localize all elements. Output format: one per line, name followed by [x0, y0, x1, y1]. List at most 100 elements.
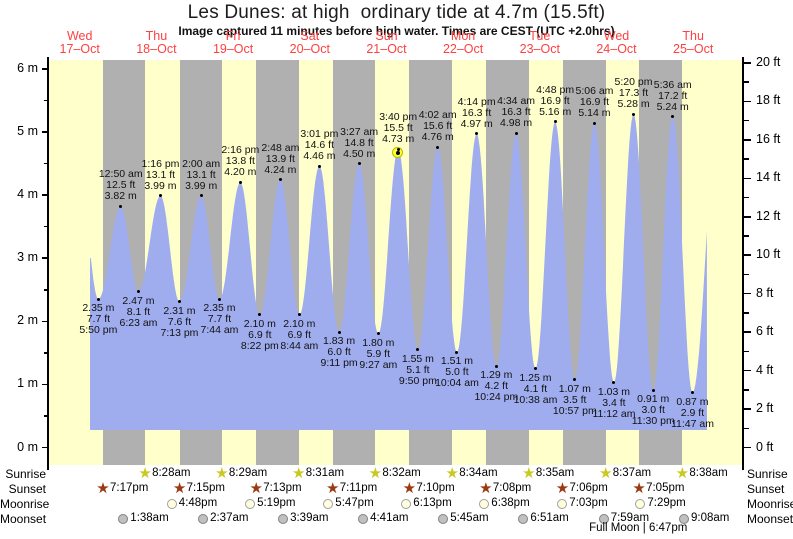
tide-event-dot: [533, 367, 537, 371]
moonset-icon: [518, 514, 529, 524]
tide-event-label: 5:36 am 17.2 ft 5.24 m: [653, 78, 692, 113]
tide-event-dot: [238, 180, 242, 184]
sunrise-icon: ★: [215, 464, 229, 482]
tide-event-label: 4:02 am 15.6 ft 4.76 m: [418, 109, 457, 144]
sunrise-icon: ★: [368, 464, 383, 482]
sunrise-time: 8:29am: [228, 467, 268, 479]
tide-event-dot: [317, 164, 321, 168]
sunrise-time: 8:32am: [382, 467, 421, 479]
full-moon-label: Full Moon | 6:47pm: [589, 522, 688, 534]
tide-event-dot: [96, 297, 100, 301]
moonset-icon: [358, 514, 369, 524]
tide-event-dot: [297, 313, 301, 317]
tide-curve: [90, 114, 707, 431]
sunset-icon: ★: [249, 479, 263, 497]
tide-event-label: 12:50 am 12.5 ft 3.82 m: [98, 168, 143, 203]
moonrise-icon: [635, 499, 646, 509]
day-label: Mon 22–Oct: [442, 29, 484, 56]
moonrise-time: 5:19pm: [257, 497, 296, 509]
tide-event-label: 2:00 am 13.1 ft 3.99 m: [182, 157, 221, 192]
sunrise-time: 8:34am: [459, 467, 498, 479]
tide-plot: 2.35 m 7.7 ft 5:50 pm 12:50 am 12.5 ft 3.82 m…: [49, 60, 742, 465]
sunrise-time: 8:37am: [612, 467, 652, 479]
tide-event-label: 3:27 am 14.8 ft 4.50 m: [340, 125, 379, 160]
sunset-time: 7:08pm: [492, 482, 532, 494]
tide-event-label: 3:40 pm 15.5 ft 4.73 m: [379, 111, 418, 146]
tide-event-label: 1.25 m 4.1 ft 10:38 am: [513, 371, 558, 406]
tide-event-label: 2.10 m 6.9 ft 8:22 pm: [240, 317, 279, 352]
day-label: Fri 19–Oct: [212, 29, 254, 56]
tide-event-label: 4:48 pm 16.9 ft 5.16 m: [536, 83, 575, 118]
tide-event-label: 1.83 m 6.0 ft 9:11 pm: [320, 335, 358, 370]
sunset-row-label: Sunset: [747, 482, 785, 496]
sunset-icon: ★: [402, 479, 417, 497]
day-label: Sat 20–Oct: [289, 29, 330, 56]
tide-event-dot: [337, 330, 341, 334]
sunset-icon: ★: [555, 479, 570, 497]
sunrise-row-label: Sunrise: [747, 467, 788, 481]
day-labels-row: Wed 17–Oct Thu 18–Oct Fri 19–Oct Sat 20–Oct Sun 2…: [0, 0, 793, 60]
tide-area-svg: [90, 114, 707, 431]
moonrise-time: 6:13pm: [413, 497, 452, 509]
tide-event-dot: [436, 145, 440, 149]
tide-event-label: 1.51 m 5.0 ft 10:04 am: [435, 355, 479, 390]
moonrise-icon: [557, 499, 568, 509]
tide-event-dot: [199, 194, 203, 198]
tide-event-label: 2.47 m 8.1 ft 6:23 am: [119, 294, 158, 329]
tide-event-dot: [258, 313, 262, 317]
moonrise-row-label: Moonrise: [747, 497, 793, 511]
sunrise-time: 8:28am: [152, 467, 191, 479]
moonset-time: 9:08am: [691, 512, 730, 524]
moonset-time: 7:59am: [610, 512, 650, 524]
tide-event-dot: [475, 132, 479, 136]
sunset-time: 7:10pm: [416, 482, 455, 494]
tide-event-dot: [553, 120, 557, 124]
tide-event-dot: [396, 147, 400, 151]
tide-event-dot: [592, 121, 596, 125]
day-label: Tue 23–Oct: [519, 29, 560, 56]
sunset-row-label: Sunset: [8, 482, 46, 496]
sunrise-row-label: Sunrise: [5, 467, 46, 481]
moonrise-time: 6:38pm: [491, 497, 530, 509]
sunset-icon: ★: [325, 479, 340, 497]
tide-event-dot: [217, 297, 221, 301]
tide-event-dot: [136, 290, 140, 294]
day-label: Wed 17–Oct: [59, 29, 100, 56]
moonset-time: 4:41am: [370, 512, 409, 524]
day-label: Sun 21–Oct: [366, 29, 407, 56]
tide-event-dot: [651, 388, 655, 392]
moonset-time: 5:45am: [450, 512, 489, 524]
current-time-dot: [395, 151, 400, 156]
tide-event-label: 1.03 m 3.4 ft 11:12 am: [592, 385, 636, 420]
sunset-icon: ★: [479, 479, 493, 497]
tide-event-dot: [612, 381, 616, 384]
moonset-time: 2:37am: [210, 512, 249, 524]
sunset-time: 7:15pm: [186, 482, 225, 494]
moonset-icon: [679, 514, 689, 524]
day-label: Wed 24–Oct: [596, 29, 637, 56]
chart-subtitle: Image captured 11 minutes before high wa…: [178, 24, 615, 38]
sunrise-icon: ★: [522, 464, 536, 482]
tide-event-dot: [177, 300, 181, 304]
tide-event-dot: [416, 348, 420, 352]
tide-event-dot: [690, 391, 694, 395]
moonset-time: 1:38am: [130, 512, 169, 524]
moonset-row-label: Moonset: [747, 512, 793, 526]
moonrise-icon: [479, 499, 490, 509]
sunrise-time: 8:35am: [535, 467, 575, 479]
tide-event-dot: [158, 194, 162, 198]
tide-event-label: 5:06 am 16.9 ft 5.14 m: [575, 85, 614, 120]
sunrise-icon: ★: [598, 464, 613, 482]
tide-event-label: 0.87 m 2.9 ft 11:47 am: [670, 395, 714, 430]
tide-event-label: 2:16 pm 13.8 ft 4.20 m: [221, 144, 260, 179]
moonrise-time: 7:03pm: [569, 497, 608, 509]
sunset-time: 7:05pm: [646, 482, 685, 494]
tide-event-dot: [278, 178, 282, 182]
tide-event-label: 2.31 m 7.6 ft 7:13 pm: [160, 304, 199, 339]
tide-event-dot: [494, 364, 498, 368]
moonset-icon: [598, 514, 609, 524]
tide-event-dot: [357, 162, 361, 166]
sunrise-icon: ★: [675, 464, 690, 482]
tide-event-label: 2:48 am 13.9 ft 4.24 m: [261, 141, 300, 176]
